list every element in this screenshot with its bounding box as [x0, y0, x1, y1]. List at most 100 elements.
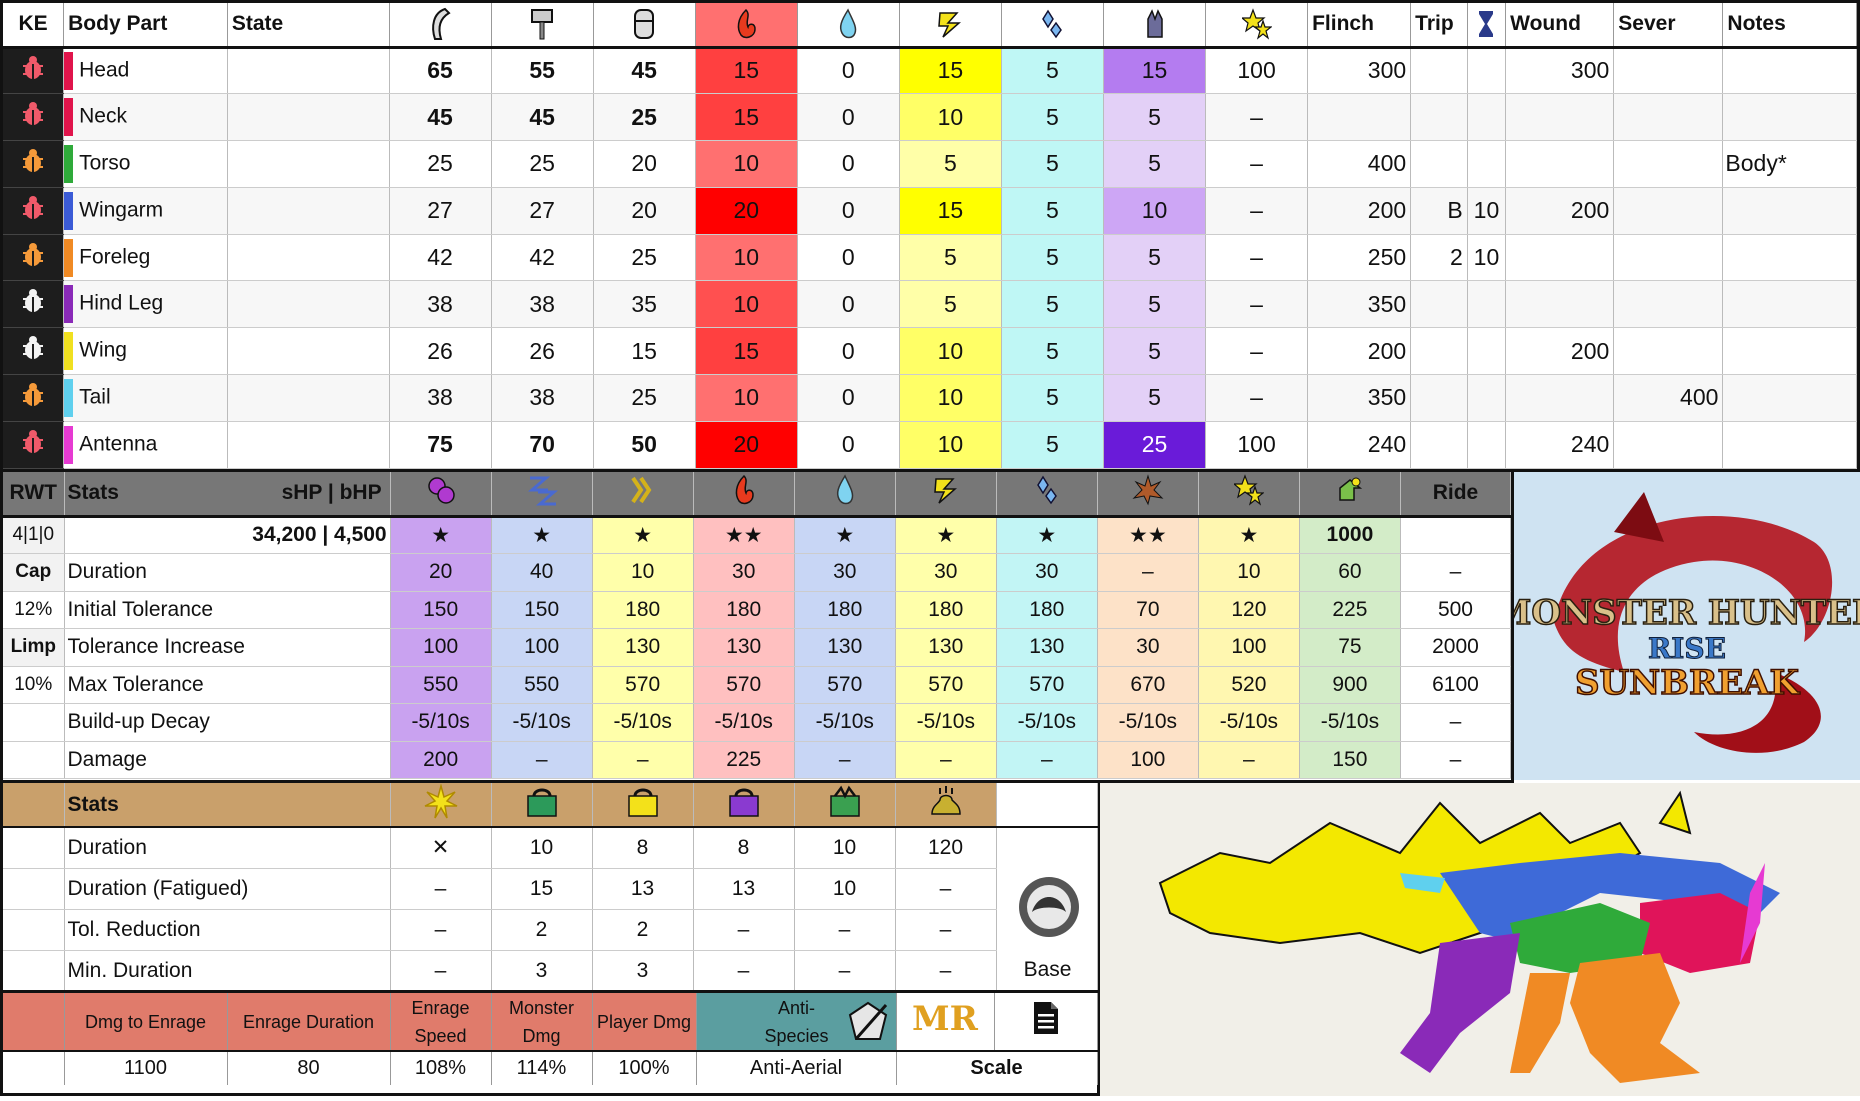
- rwt-side-cell: Cap: [3, 553, 65, 592]
- wound-header: Wound: [1505, 3, 1615, 49]
- trap-value: 8: [592, 827, 694, 869]
- trap-value: 10: [491, 827, 593, 869]
- trap-value: 120: [895, 827, 997, 869]
- part-color-bar: [64, 332, 74, 371]
- status-value: 570: [996, 666, 1098, 704]
- ice-value: 5: [1001, 421, 1104, 469]
- blast-icon: [1097, 472, 1199, 518]
- status-label: Duration: [64, 553, 391, 592]
- trap-value: –: [794, 950, 896, 992]
- thunder-value: 5: [899, 234, 1002, 282]
- thunder-value: 10: [899, 374, 1002, 422]
- trip-duration: [1467, 327, 1507, 376]
- body-part-header: Body Part: [63, 3, 228, 49]
- status-value: 10: [1198, 553, 1300, 592]
- rage-value: 108%: [390, 1050, 492, 1085]
- thunder-value: 10: [899, 327, 1002, 376]
- bug-icon: [23, 429, 44, 453]
- part-name: Tail: [79, 385, 111, 409]
- fire-icon: [695, 3, 798, 49]
- logo-line3: SUNBREAK: [1575, 663, 1801, 703]
- part-color-bar: [64, 285, 74, 324]
- sever-header: Sever: [1613, 3, 1724, 49]
- stun-icon: [1205, 3, 1309, 49]
- blunt-value: 38: [491, 280, 594, 329]
- status-value: 30: [693, 553, 795, 592]
- thunder-value: 10: [899, 93, 1002, 142]
- rwt-side-cell: 10%: [3, 666, 65, 704]
- trap-label: Min. Duration: [64, 950, 391, 992]
- state-cell: [227, 327, 390, 376]
- trap-side-cell: [3, 909, 65, 951]
- hitzone-row: Foreleg 42 42 25 10 0 5 5 5–250 2 10: [3, 234, 1857, 282]
- rwt-header: RWT: [3, 472, 65, 518]
- status-value: -5/10s: [996, 703, 1098, 742]
- ice-value: 5: [1001, 280, 1104, 329]
- fire-value: 10: [695, 374, 798, 422]
- wound-value: 240: [1505, 421, 1615, 469]
- crest-region: [1658, 790, 1692, 835]
- status-value: 225: [1299, 591, 1401, 629]
- bug-icon: [23, 148, 44, 172]
- trip-duration: [1467, 47, 1507, 95]
- sever-value: 27: [389, 187, 492, 235]
- sever-threshold: [1613, 280, 1724, 329]
- status-value: –: [491, 741, 593, 779]
- ke-header: KE: [3, 3, 65, 49]
- sever-threshold: [1613, 47, 1724, 95]
- thunder-value: 5: [899, 280, 1002, 329]
- body-part-cell: Wing: [63, 327, 228, 376]
- dragon-value: 5: [1103, 327, 1207, 376]
- stun-value: 100: [1205, 421, 1309, 469]
- rwt-value: 4|1|0: [3, 516, 65, 554]
- status-value: 520: [1198, 666, 1300, 704]
- trip-value: [1410, 93, 1468, 142]
- wound-value: [1505, 93, 1615, 142]
- rage-corner: [3, 993, 65, 1051]
- trap-value: –: [693, 909, 795, 951]
- hitzone-row: Tail 38 38 25 10 0 10 5 5–350 400: [3, 374, 1857, 422]
- status-value: 100: [491, 628, 593, 667]
- trap-value: 2: [592, 909, 694, 951]
- blunt-value: 26: [491, 327, 594, 376]
- status-value: 550: [390, 666, 492, 704]
- fire-value: 10: [695, 140, 798, 188]
- ice-value: 5: [1001, 47, 1104, 95]
- status-value: 900: [1299, 666, 1401, 704]
- thunder-icon: [895, 472, 997, 518]
- trap-value: 3: [592, 950, 694, 992]
- status-value: -5/10s: [390, 703, 492, 742]
- rating-cell: ★: [996, 516, 1098, 554]
- wound-value: [1505, 280, 1615, 329]
- flinch-value: 350: [1307, 280, 1412, 329]
- trap-value: –: [390, 909, 492, 951]
- status-value: 60: [1299, 553, 1401, 592]
- rage-header: Player Dmg: [592, 993, 697, 1051]
- dragon-value: 5: [1103, 140, 1207, 188]
- status-value: 30: [794, 553, 896, 592]
- scale-label: Scale: [896, 1050, 1098, 1085]
- stun-value: –: [1205, 93, 1309, 142]
- shot-value: 25: [593, 234, 696, 282]
- notes-value: [1722, 234, 1857, 282]
- part-name: Head: [79, 58, 130, 82]
- rating-cell: 1000: [1299, 516, 1401, 554]
- status-value: 225: [693, 741, 795, 779]
- trap-value: –: [693, 950, 795, 992]
- water-value: 0: [797, 187, 900, 235]
- status-value: -5/10s: [1299, 703, 1401, 742]
- stun-value: –: [1205, 280, 1309, 329]
- shock-trap-icon: [491, 783, 593, 828]
- body-part-cell: Foreleg: [63, 234, 228, 282]
- notes-header: Notes: [1722, 3, 1857, 49]
- logo-line2: RISE: [1648, 632, 1726, 665]
- bug-icon: [23, 195, 44, 219]
- body-part-cell: Wingarm: [63, 187, 228, 235]
- status-label: Build-up Decay: [64, 703, 391, 742]
- status-value: 30: [1097, 628, 1199, 667]
- trip-value: [1410, 421, 1468, 469]
- shot-value: 25: [593, 374, 696, 422]
- stun-value: –: [1205, 234, 1309, 282]
- dragon-value: 5: [1103, 374, 1207, 422]
- blunt-value: 42: [491, 234, 594, 282]
